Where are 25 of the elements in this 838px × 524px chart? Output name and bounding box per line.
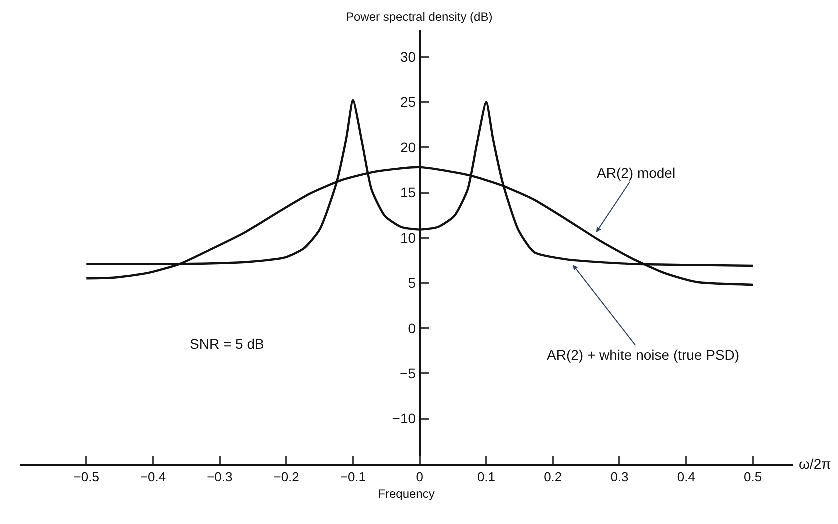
- x-tick-label: 0.1: [477, 470, 496, 485]
- annotation: SNR = 5 dB: [190, 336, 264, 352]
- x-tick-label: −0.1: [340, 470, 366, 485]
- x-tick-label: 0.3: [610, 470, 629, 485]
- y-tick-label: 5: [408, 275, 416, 292]
- y-axis-title: Power spectral density (dB): [346, 10, 493, 24]
- x-tick-label: −0.2: [274, 470, 300, 485]
- y-tick-label: 15: [400, 184, 416, 201]
- x-tick-label: 0.4: [677, 470, 696, 485]
- y-tick-label: 25: [400, 94, 416, 110]
- y-tick-label: −10: [392, 410, 416, 427]
- y-tick-label: 10: [400, 230, 416, 246]
- x-tick-label: −0.5: [74, 470, 100, 485]
- x-tick-label: 0.5: [744, 470, 762, 485]
- text: ω/2π: [799, 456, 832, 472]
- y-tick-label: 20: [400, 139, 416, 156]
- x-tick-label: 0.2: [544, 470, 562, 485]
- x-tick-label: −0.3: [207, 470, 233, 485]
- y-tick-label: −5: [400, 365, 416, 382]
- annotation: AR(2) model: [597, 165, 676, 181]
- y-tick-label: 30: [400, 49, 416, 66]
- x-axis-title: Frequency: [378, 487, 435, 501]
- y-tick-label: 0: [408, 320, 416, 336]
- annotation: AR(2) + white noise (true PSD): [547, 347, 740, 363]
- x-tick-label: −0.4: [140, 470, 166, 485]
